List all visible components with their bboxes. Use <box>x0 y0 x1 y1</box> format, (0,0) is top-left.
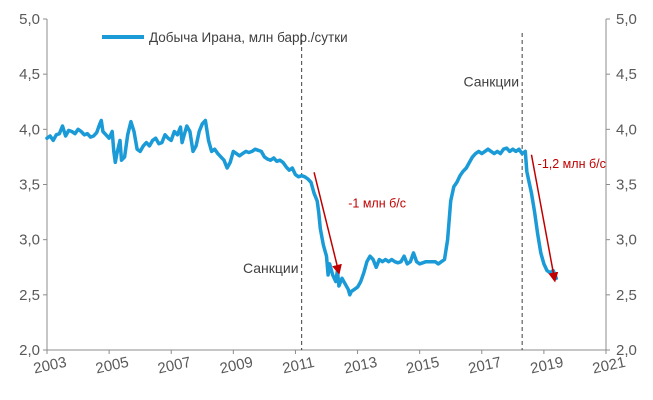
y-tick-label-right: 4,0 <box>616 121 637 138</box>
y-tick-label-right: 5,0 <box>616 11 637 28</box>
y-tick-label-left: 2,0 <box>19 342 40 359</box>
annotations: Санкции Санкции -1 млн б/с -1,2 млн б/с <box>243 73 606 283</box>
y-tick-label-right: 3,0 <box>616 232 637 249</box>
x-tick-label: 2019 <box>529 354 565 378</box>
y-tick-label-left: 4,5 <box>19 66 40 83</box>
y-tick-label-left: 4,0 <box>19 121 40 138</box>
y-tick-label-left: 5,0 <box>19 11 40 28</box>
x-tick-label: 2011 <box>281 354 316 377</box>
decline-arrow <box>313 172 342 275</box>
y-tick-label-left: 2,5 <box>19 287 40 304</box>
series-group <box>45 118 559 297</box>
legend: Добыча Ирана, млн барр./сутки <box>102 30 348 45</box>
y-tick-label-right: 3,5 <box>616 177 637 194</box>
legend-label: Добыча Ирана, млн барр./сутки <box>149 30 348 45</box>
sanctions-annotation: Санкции <box>243 260 299 276</box>
y-tick-label-right: 2,5 <box>616 287 637 304</box>
x-tick-label: 2021 <box>591 354 627 378</box>
x-tick-label: 2015 <box>405 354 441 378</box>
y-tick-label-left: 3,5 <box>19 177 40 194</box>
x-tick-label: 2007 <box>156 354 192 378</box>
sanctions-annotation: Санкции <box>463 73 519 89</box>
y-tick-label-left: 3,0 <box>19 232 40 249</box>
decline-arrow <box>530 154 559 283</box>
x-tick-label: 2013 <box>343 354 379 378</box>
x-tick-label: 2017 <box>467 354 503 378</box>
x-tick-label: 2009 <box>218 354 254 378</box>
series-line <box>45 118 559 297</box>
vertical-lines <box>301 33 523 350</box>
x-tick-label: 2005 <box>94 354 130 378</box>
y-tick-label-right: 4,5 <box>616 66 637 83</box>
axes: 2,0 2,0 2,5 2,5 3,0 3,0 3,5 3,5 4,0 4,0 4,5 4,5 5,0 5… <box>19 11 637 377</box>
decline-annotation: -1,2 млн б/с <box>538 157 606 171</box>
decline-annotation: -1 млн б/с <box>348 197 406 211</box>
y-tick-label-right: 2,0 <box>616 342 637 359</box>
x-tick-label: 2003 <box>32 354 68 378</box>
